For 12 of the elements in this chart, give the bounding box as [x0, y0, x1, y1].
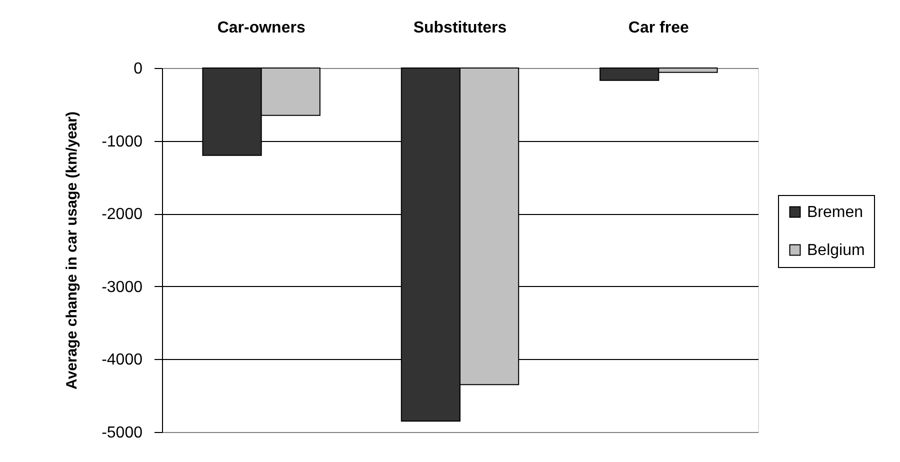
x-tick-label: Substituters	[413, 20, 507, 36]
y-tick-label: -5000	[102, 424, 143, 442]
y-tick-label: -2000	[102, 206, 143, 224]
y-tick-label: -3000	[102, 278, 143, 296]
y-axis-title: Average change in car usage (km/year)	[64, 112, 81, 390]
y-tick-label: -4000	[102, 352, 143, 369]
x-tick-label: Car-owners	[217, 20, 306, 36]
y-tick-label: -1000	[102, 133, 143, 150]
x-tick-label: Car free	[628, 20, 690, 36]
legend-label: Bremen	[807, 204, 864, 221]
legend-label: Belgium	[807, 242, 865, 259]
y-tick-label: 0	[134, 60, 143, 78]
